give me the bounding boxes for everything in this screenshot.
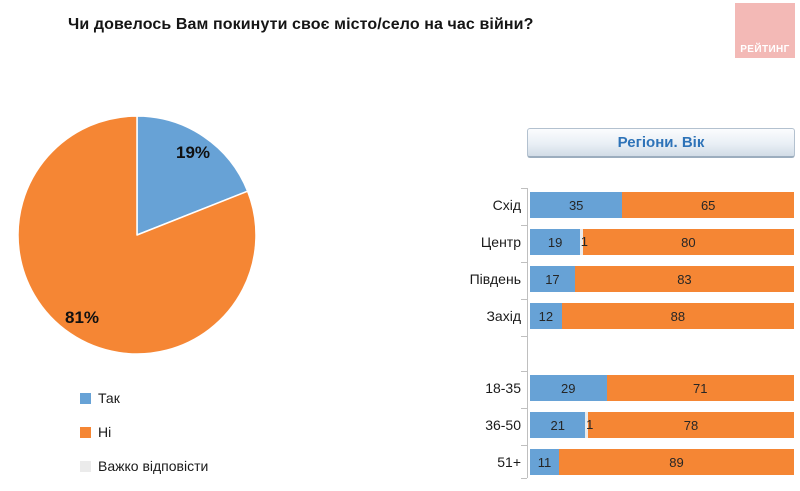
bar-segment-yes: 17 — [530, 266, 575, 292]
legend-item-dk: Важко відповісти — [80, 456, 208, 476]
bar-category-label: 51+ — [497, 454, 521, 470]
axis-tick — [521, 478, 527, 479]
stacked-bar: 11 89 — [530, 449, 794, 475]
pie-chart — [17, 115, 257, 355]
bar-value-label: 65 — [700, 197, 716, 213]
pie-slice-yes — [136, 115, 249, 236]
bar-value-label: 80 — [681, 234, 696, 250]
bar-category-label: 18-35 — [485, 380, 521, 396]
bar-value-label: 19 — [547, 234, 563, 250]
stacked-bar: 29 71 — [530, 375, 794, 401]
legend-swatch-icon — [80, 460, 91, 472]
bar-segment-dk — [585, 412, 589, 438]
bar-value-label: 1 — [580, 234, 589, 249]
regions-age-header-label: Регіони. Вік — [617, 134, 705, 151]
bar-axis-line — [527, 188, 528, 478]
pie-slice-no — [17, 115, 257, 355]
bar-segment-yes: 19 — [530, 229, 581, 255]
bar-segment-yes: 35 — [530, 192, 623, 218]
page-title: Чи довелось Вам покинути своє місто/село… — [68, 16, 534, 33]
bar-value-label: 11 — [537, 454, 552, 470]
legend-item-no: Ні — [80, 422, 208, 442]
legend-item-yes: Так — [80, 388, 208, 408]
axis-tick — [521, 262, 527, 263]
rating-group-logo: РЕЙТИНГ — [735, 3, 795, 58]
axis-tick — [521, 336, 527, 337]
bar-value-label: 29 — [561, 380, 576, 396]
bar-value-label: 78 — [683, 417, 699, 433]
axis-tick — [521, 188, 527, 189]
bar-value-label: 1 — [586, 417, 594, 432]
bar-category-label: Центр — [480, 234, 521, 250]
stacked-bar: 35 65 — [530, 192, 794, 218]
legend-swatch-icon — [80, 392, 91, 404]
bar-segment-yes: 11 — [530, 449, 560, 475]
bar-segment-no: 89 — [559, 449, 794, 475]
legend-swatch-icon — [80, 426, 91, 438]
rating-logo-text: РЕЙТИНГ — [740, 44, 790, 55]
axis-tick — [521, 225, 527, 226]
bar-segment-yes: 29 — [530, 375, 607, 401]
bar-segment-no: 88 — [561, 303, 794, 329]
axis-tick — [521, 299, 527, 300]
legend-label: Важко відповісти — [98, 458, 209, 474]
bar-value-label: 71 — [693, 380, 708, 396]
bar-category-label: Захід — [486, 308, 521, 324]
legend-label: Ні — [98, 424, 112, 440]
bar-segment-yes: 12 — [530, 303, 562, 329]
stacked-bar: 12 88 — [530, 303, 794, 329]
legend-label: Так — [98, 390, 120, 406]
bar-value-label: 21 — [550, 417, 565, 433]
bar-category-label: Схід — [492, 197, 521, 213]
regions-age-header: Регіони. Вік — [527, 128, 795, 158]
bar-segment-no: 78 — [588, 412, 794, 438]
bar-value-label: 83 — [677, 271, 692, 287]
stacked-bar: 19 1 80 — [530, 229, 794, 255]
bar-value-label: 17 — [545, 271, 560, 287]
bar-segment-dk — [580, 229, 583, 255]
bar-value-label: 88 — [670, 308, 686, 324]
pie-legend: Так Ні Важко відповісти — [80, 388, 208, 490]
stacked-bar: 17 83 — [530, 266, 794, 292]
bar-segment-no: 71 — [606, 375, 794, 401]
bar-segment-yes: 21 — [530, 412, 586, 438]
bar-category-label: Південь — [469, 271, 521, 287]
bar-segment-no: 65 — [622, 192, 794, 218]
bar-segment-no: 80 — [582, 229, 794, 255]
bar-segment-no: 83 — [574, 266, 794, 292]
axis-tick — [521, 445, 527, 446]
bar-category-label: 36-50 — [485, 417, 521, 433]
bar-value-label: 89 — [669, 454, 684, 470]
axis-tick — [521, 371, 527, 372]
stacked-bar: 21 1 78 — [530, 412, 794, 438]
axis-tick — [521, 408, 527, 409]
pie-label-no: 81% — [64, 308, 100, 327]
bar-value-label: 12 — [538, 308, 554, 324]
bar-value-label: 35 — [568, 197, 584, 213]
pie-label-yes: 19% — [175, 143, 211, 162]
